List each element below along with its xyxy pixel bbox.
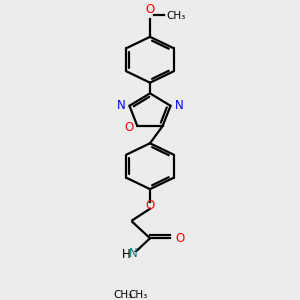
Text: N: N [128, 247, 137, 260]
Text: O: O [146, 199, 154, 212]
Text: H: H [122, 248, 130, 261]
Text: N: N [175, 99, 183, 112]
Text: N: N [117, 99, 125, 112]
Text: O: O [176, 232, 185, 245]
Text: CH₃: CH₃ [113, 290, 133, 300]
Text: CH₃: CH₃ [128, 290, 147, 300]
Text: O: O [146, 3, 154, 16]
Text: O: O [124, 121, 134, 134]
Text: CH₃: CH₃ [167, 11, 186, 21]
